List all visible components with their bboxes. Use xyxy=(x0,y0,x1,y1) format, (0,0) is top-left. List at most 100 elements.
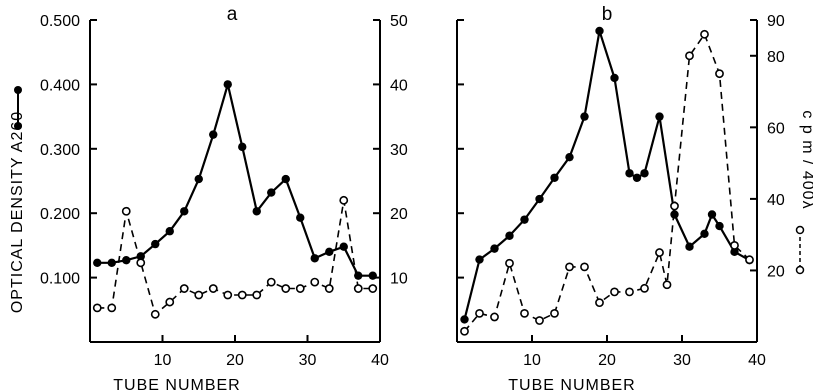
panel-a-cpm-point xyxy=(353,284,363,293)
left-y-axis-title: OPTICAL DENSITY A260 xyxy=(9,111,26,313)
panel-a-absorbance-point xyxy=(122,256,131,265)
panel-b-cpm-point xyxy=(655,248,664,257)
panel-b-absorbance-point xyxy=(715,221,724,231)
figure-labels: a b TUBE NUMBER TUBE NUMBER OPTICAL DENS… xyxy=(9,4,813,392)
panel-b-cpm-point xyxy=(625,287,634,297)
panel-a-right-y-tick-label: 50 xyxy=(390,13,408,30)
panel-a-x-tick-label: 10 xyxy=(154,352,172,369)
panel-b-x-tick-label: 20 xyxy=(598,352,616,369)
panel-a-cpm-line xyxy=(97,200,373,316)
panel-b-cpm-point xyxy=(662,280,672,290)
panel-b-absorbance-point xyxy=(632,173,642,182)
panel-a-cpm-point xyxy=(266,277,276,287)
panel-b-absorbance-point xyxy=(655,112,664,121)
panel-b-absorbance-line xyxy=(463,30,751,320)
panel-a-absorbance-point xyxy=(267,188,276,197)
right-y-axis-title: c p m / 400λ xyxy=(799,110,813,209)
panel-a-cpm-point xyxy=(223,290,233,300)
panel-a-right-y-tick-label: 20 xyxy=(390,206,408,223)
panel-a-absorbance-point xyxy=(151,239,160,249)
panel-b-x-tick-label: 30 xyxy=(673,352,691,369)
panel-b-absorbance-point xyxy=(610,73,619,83)
panel-b-cpm-point xyxy=(745,255,754,265)
panel-a-left-y-tick-label: 0.300 xyxy=(40,142,80,159)
panel-a-right-y-tick-label: 40 xyxy=(390,77,408,94)
panel-a-x-tick-label: 20 xyxy=(226,352,244,369)
panel-b-cpm-point xyxy=(685,51,694,61)
panel-b-cpm-point xyxy=(640,283,649,293)
panel-a-right-y-tick-label: 30 xyxy=(390,142,408,159)
panel-b-cpm-point xyxy=(475,308,484,318)
panel-a-absorbance-point xyxy=(180,207,189,216)
panel-a-cpm-point xyxy=(194,290,204,300)
panel-b-absorbance-point xyxy=(505,231,514,240)
panel-b-cpm-point xyxy=(535,316,544,325)
panel-b-right-y-tick-label: 80 xyxy=(767,49,785,66)
panel-a-cpm-point xyxy=(136,258,146,268)
panel-b-x-tick-label: 10 xyxy=(523,352,541,369)
panel-b-cpm-point xyxy=(490,312,499,322)
panel-b-absorbance-point xyxy=(700,229,709,239)
panel-a-cpm-point xyxy=(208,284,218,293)
right-legend-key-open xyxy=(795,225,805,275)
panel-b-absorbance-point xyxy=(490,244,499,253)
panel-b-right-y-tick-label: 60 xyxy=(767,120,785,137)
panel-a-absorbance-point xyxy=(252,207,261,216)
panel-b-right-y-tick-label: 20 xyxy=(767,263,785,280)
panel-a-absorbance-point xyxy=(325,247,334,257)
panel-a-cpm-point xyxy=(368,284,378,293)
panel-a-cpm-point xyxy=(252,290,262,300)
panel-b-absorbance-point xyxy=(565,152,574,162)
panel-b-absorbance-point xyxy=(670,210,679,219)
panel-a-absorbance-point xyxy=(93,258,102,267)
panel-a-left-y-tick-label: 0.200 xyxy=(40,206,80,223)
panel-b-cpm-point xyxy=(715,69,724,79)
panel-b-right-y-tick-label: 90 xyxy=(767,13,785,30)
panel-b-absorbance-point xyxy=(535,194,544,204)
panel-a-x-tick-label: 30 xyxy=(299,352,317,369)
panel-b-x-tick-label: 40 xyxy=(748,352,766,369)
panel-a-absorbance-point xyxy=(368,271,377,280)
panel-a-left-y-tick-label: 0.100 xyxy=(40,271,80,288)
panel-a-absorbance-point xyxy=(107,258,116,267)
panel-a-right-y-tick-label: 10 xyxy=(390,271,408,288)
panel-b-cpm-point xyxy=(730,240,739,250)
panel-b-cpm-line xyxy=(463,32,751,332)
panel-b-cpm-point xyxy=(610,287,619,297)
panel-b-absorbance-point xyxy=(730,247,739,257)
panel-a-left-y-tick-label: 0.500 xyxy=(40,13,80,30)
panel-b-absorbance-point xyxy=(580,112,589,121)
panel-b: 10 20 30 40 20 40 60 80 90 xyxy=(456,13,785,369)
panel-a-absorbance-point xyxy=(223,80,232,89)
panel-a-cpm-point xyxy=(150,309,160,319)
panel-b-cpm-point xyxy=(580,262,589,272)
panel-b-cpm-point xyxy=(505,258,514,268)
panel-a-letter: a xyxy=(227,4,238,25)
panel-b-absorbance-point xyxy=(520,215,529,224)
panel-b-cpm-point xyxy=(565,262,574,272)
panel-a-x-axis-title: TUBE NUMBER xyxy=(113,377,240,392)
panel-b-absorbance-point xyxy=(460,315,469,324)
panel-a-x-tick-label: 40 xyxy=(371,352,389,369)
panel-b-cpm-point xyxy=(520,308,529,318)
panel-b-cpm-point xyxy=(595,298,604,308)
panel-b-cpm-point xyxy=(460,326,469,336)
panel-a-cpm-point xyxy=(107,303,117,313)
panel-a-cpm-point xyxy=(339,195,349,205)
panel-a-cpm-point xyxy=(92,303,102,313)
panel-b-right-y-tick-label: 40 xyxy=(767,192,785,209)
panel-a-cpm-point xyxy=(324,284,334,293)
panel-a-absorbance-point xyxy=(339,242,348,251)
panel-b-absorbance-point xyxy=(707,210,717,219)
panel-a-absorbance-point xyxy=(209,130,218,139)
panel-b-cpm-point xyxy=(670,201,679,211)
panel-a: 10 20 30 40 0.100 0.200 0.300 0.400 0.500 10 20 30 4… xyxy=(40,13,408,369)
panel-b-absorbance-point xyxy=(550,173,559,182)
panel-a-absorbance-point xyxy=(165,227,174,236)
panel-b-absorbance-point xyxy=(685,242,694,251)
panel-a-cpm-point xyxy=(165,297,175,307)
panel-a-absorbance-point xyxy=(238,142,247,152)
panel-b-absorbance-point xyxy=(640,169,649,178)
panel-b-letter: b xyxy=(602,4,613,25)
